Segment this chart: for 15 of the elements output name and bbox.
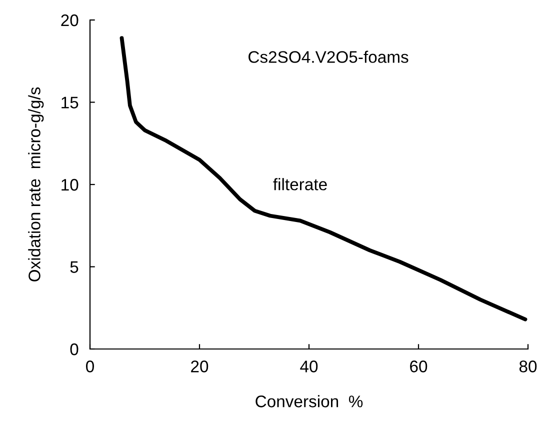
y-tick-label: 20	[61, 14, 78, 26]
text: Cs2SO4.V2O5-foams	[248, 50, 408, 63]
y-tick-label: 0	[70, 343, 78, 356]
x-tick-label: 40	[300, 360, 318, 372]
y-tick-label: 15	[62, 96, 78, 108]
x-tick-label: 80	[519, 360, 537, 372]
x-tick-label: 0	[86, 360, 94, 372]
series-label: filterate	[273, 178, 327, 190]
line-series	[120, 36, 528, 322]
y-tick-label: 10	[62, 178, 78, 191]
x-tick-label: 60	[410, 360, 428, 372]
x-tick-label: 20	[191, 360, 208, 372]
y-axis-title: Oxidation rate micro-g/g/s	[28, 87, 44, 282]
x-axis-title: Conversion %	[256, 395, 363, 408]
y-tick-label: 5	[70, 261, 78, 273]
